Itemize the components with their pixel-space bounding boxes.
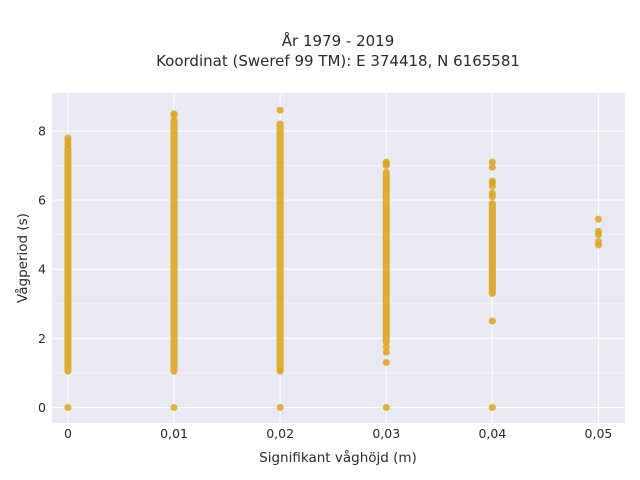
- x-tick-label: 0,01: [160, 426, 188, 441]
- data-point: [488, 158, 496, 166]
- data-point: [488, 189, 496, 197]
- data-point: [594, 227, 602, 235]
- data-point: [276, 106, 284, 114]
- data-point: [594, 238, 602, 246]
- data-point: [276, 403, 284, 411]
- data-point: [594, 215, 602, 223]
- data-point: [382, 348, 390, 356]
- y-tick-label: 4: [38, 262, 46, 277]
- x-tick-label: 0,02: [266, 426, 294, 441]
- data-point: [382, 343, 390, 351]
- x-axis-label: Signifikant våghöjd (m): [259, 449, 417, 466]
- data-point: [64, 403, 72, 411]
- data-point: [64, 134, 72, 142]
- data-point: [382, 403, 390, 411]
- x-tick-label: 0: [64, 426, 72, 441]
- y-tick-label: 8: [38, 124, 46, 139]
- y-tick-labels: 0 2 4 6 8: [38, 124, 46, 415]
- data-point: [488, 403, 496, 411]
- y-axis-label: Vågperiod (s): [14, 213, 31, 303]
- chart-title-line1: År 1979 - 2019: [282, 31, 395, 50]
- data-point: [276, 367, 284, 375]
- plot-area: [52, 93, 625, 423]
- y-tick-label: 6: [38, 193, 46, 208]
- data-point: [488, 163, 496, 171]
- x-tick-label: 0,04: [478, 426, 506, 441]
- grid-lines: [52, 93, 625, 423]
- data-point: [488, 317, 496, 325]
- y-tick-label: 0: [38, 400, 46, 415]
- y-tick-label: 2: [38, 331, 46, 346]
- data-point: [382, 158, 390, 166]
- data-point: [170, 403, 178, 411]
- data-points: [64, 106, 602, 411]
- data-point: [488, 177, 496, 185]
- x-tick-label: 0,03: [372, 426, 400, 441]
- x-tick-label: 0,05: [585, 426, 613, 441]
- data-point: [382, 359, 390, 367]
- data-point: [170, 110, 178, 118]
- x-tick-labels: 0 0,01 0,02 0,03 0,04 0,05: [64, 426, 612, 441]
- chart-title-line2: Koordinat (Sweref 99 TM): E 374418, N 61…: [156, 52, 520, 70]
